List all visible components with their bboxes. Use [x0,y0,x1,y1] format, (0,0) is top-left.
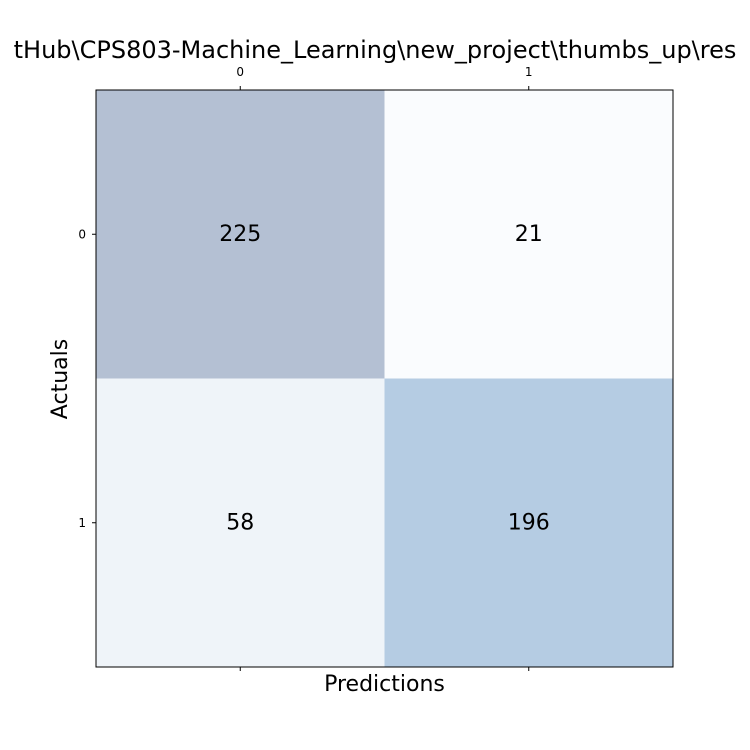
axis-ticks: 0 1 0 1 [78,65,533,671]
y-tick-label: 1 [78,516,86,530]
x-tick-label: 1 [525,65,533,79]
y-tick-label: 0 [78,227,86,241]
heatmap-cells: 225 21 58 196 [96,90,673,667]
cell-value-label: 58 [226,510,254,535]
cell-value-label: 21 [515,222,543,247]
heatmap-cell [384,378,673,667]
chart-title: tHub\CPS803-Machine_Learning\new_project… [14,36,737,64]
heatmap-cell [96,378,385,667]
y-axis-label: Actuals [48,339,73,419]
cell-value-label: 196 [508,510,550,535]
x-axis-label: Predictions [324,672,445,697]
x-tick-label: 0 [236,65,244,79]
heatmap-cell [384,90,673,379]
heatmap-cell [96,90,385,379]
plot-frame [95,89,674,668]
cell-value-label: 225 [219,222,261,247]
